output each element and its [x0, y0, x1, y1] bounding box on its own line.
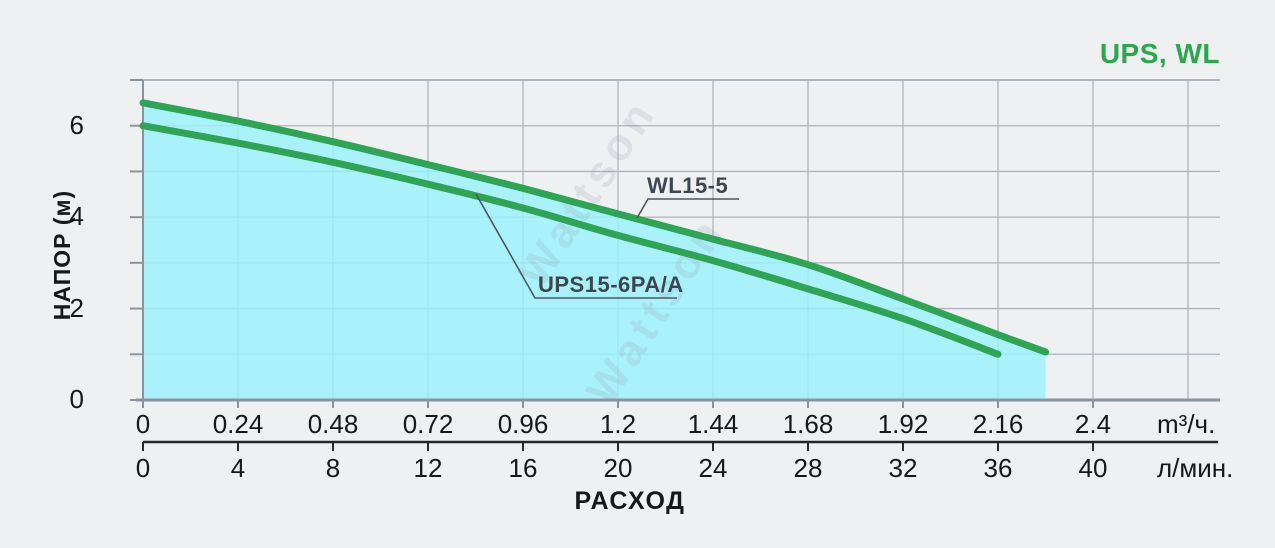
- x-axis-unit-lmin: л/мин.: [1157, 453, 1234, 483]
- x-tick-label-lmin: 28: [793, 453, 823, 483]
- y-tick-label: 4: [69, 201, 84, 232]
- x-tick-label-lmin: 20: [603, 453, 633, 483]
- x-tick-label-m3h: 2.16: [972, 409, 1024, 439]
- curve-ups15-6paa: [139, 122, 1002, 358]
- x-tick-label-lmin: 40: [1078, 453, 1108, 483]
- x-tick-label-lmin: 24: [698, 453, 728, 483]
- x-axis-unit-m3h: m³/ч.: [1157, 409, 1216, 439]
- x-tick-label-lmin: 32: [888, 453, 918, 483]
- x-tick-label-lmin: 36: [983, 453, 1013, 483]
- x-tick-label-m3h: 0: [135, 409, 151, 439]
- curve-label-ups15-6paa: UPS15-6PA/A: [538, 272, 684, 297]
- y-tick-label: 6: [69, 109, 84, 140]
- x-tick-label-m3h: 0.72: [402, 409, 454, 439]
- x-tick-label-m3h: 0.24: [212, 409, 264, 439]
- callout-leader-ups15-6paa: [475, 193, 677, 299]
- x-tick-label-lmin: 0: [135, 453, 151, 483]
- y-tick-label: 0: [69, 384, 84, 414]
- x-tick-label-m3h: 1.92: [877, 409, 929, 439]
- x-tick-label-lmin: 12: [413, 453, 443, 483]
- x-tick-label-m3h: 0.48: [307, 409, 359, 439]
- x-tick-label-m3h: 0.96: [497, 409, 549, 439]
- curve-label-wl15-5: WL15-5: [647, 173, 729, 198]
- x-tick-label-lmin: 8: [325, 453, 341, 483]
- chart-title: UPS, WL: [1099, 38, 1220, 69]
- x-tick-label-lmin: 16: [508, 453, 538, 483]
- x-tick-label-m3h: 1.2: [599, 409, 637, 439]
- x-tick-label-lmin: 4: [230, 453, 246, 483]
- x-tick-label-m3h: 1.68: [782, 409, 834, 439]
- x-tick-label-m3h: 1.44: [687, 409, 739, 439]
- y-axis-title: НАПОР (м): [49, 189, 75, 321]
- x-axis-title: РАСХОД: [574, 487, 686, 515]
- y-tick-label: 2: [69, 292, 84, 323]
- x-tick-label-m3h: 2.4: [1074, 409, 1112, 439]
- curve-wl15-5: [139, 99, 1049, 356]
- filled-area: [143, 102, 1046, 400]
- callout-leader-wl15-5: [636, 198, 739, 219]
